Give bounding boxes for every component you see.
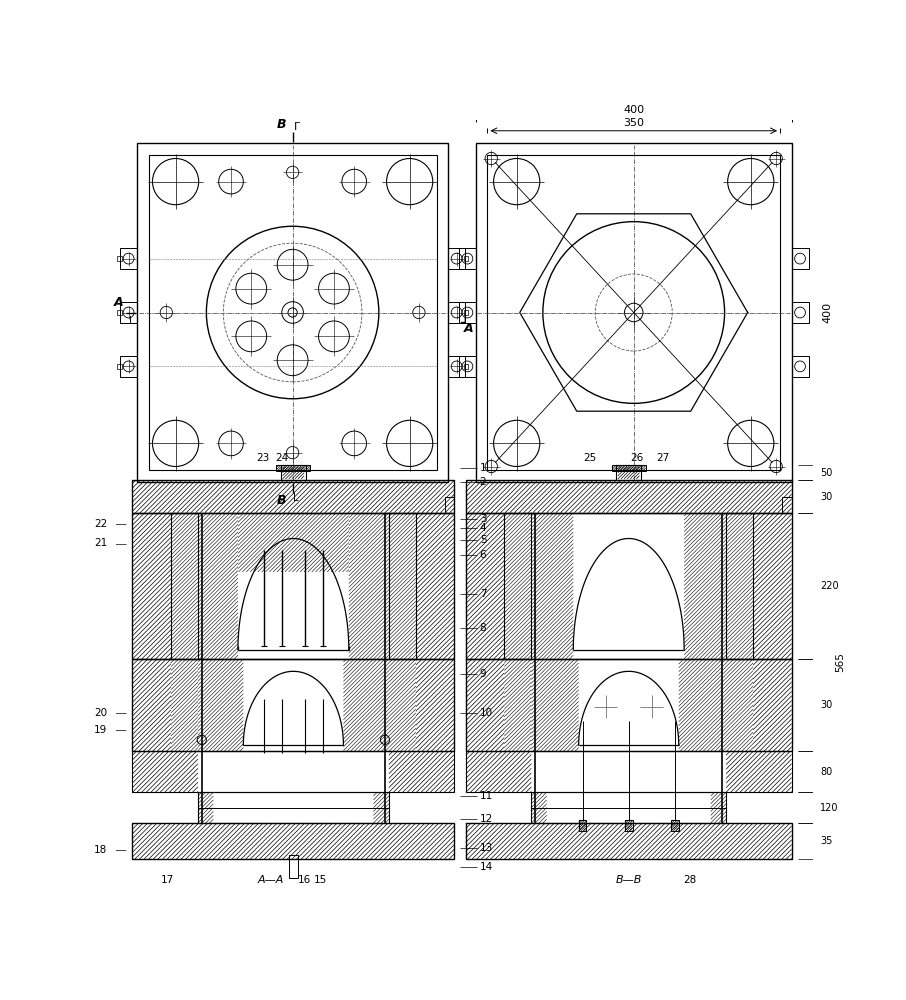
Text: 15: 15 bbox=[313, 875, 327, 885]
Bar bbox=[198, 792, 389, 823]
Bar bbox=[466, 751, 792, 792]
Bar bbox=[281, 465, 305, 480]
Text: 11: 11 bbox=[479, 791, 493, 801]
Bar bbox=[171, 513, 198, 659]
Text: 4: 4 bbox=[479, 523, 487, 533]
Text: 400: 400 bbox=[823, 302, 833, 323]
Text: 6: 6 bbox=[479, 550, 487, 560]
Text: ┘: ┘ bbox=[460, 316, 468, 330]
Bar bbox=[612, 465, 646, 471]
Text: 5: 5 bbox=[479, 535, 487, 545]
Text: 1: 1 bbox=[479, 463, 487, 473]
Bar bbox=[132, 480, 454, 513]
Text: B—B: B—B bbox=[615, 875, 642, 885]
Bar bbox=[783, 497, 792, 513]
Text: 12: 12 bbox=[479, 814, 493, 824]
Text: B: B bbox=[277, 118, 286, 131]
Bar bbox=[120, 248, 137, 269]
Bar bbox=[459, 356, 476, 377]
Bar bbox=[132, 751, 454, 792]
Text: 28: 28 bbox=[684, 875, 697, 885]
Text: 14: 14 bbox=[479, 862, 493, 872]
Bar bbox=[476, 143, 792, 482]
Text: A: A bbox=[113, 296, 123, 309]
Text: 22: 22 bbox=[94, 519, 107, 529]
Bar bbox=[445, 497, 454, 513]
Bar bbox=[132, 513, 454, 659]
Bar bbox=[487, 155, 780, 470]
Bar bbox=[466, 480, 792, 513]
Bar bbox=[531, 792, 726, 823]
Bar bbox=[276, 465, 311, 471]
Bar bbox=[466, 823, 792, 859]
Bar bbox=[448, 302, 465, 323]
Text: 120: 120 bbox=[820, 803, 839, 813]
Bar bbox=[132, 659, 454, 751]
Text: 30: 30 bbox=[820, 492, 833, 502]
Text: 21: 21 bbox=[94, 538, 107, 548]
Bar bbox=[505, 513, 531, 659]
Text: 26: 26 bbox=[630, 453, 643, 463]
Bar bbox=[616, 465, 641, 480]
Bar bbox=[448, 248, 465, 269]
Text: 9: 9 bbox=[479, 669, 487, 679]
Text: 3: 3 bbox=[479, 514, 487, 524]
Text: Γ: Γ bbox=[294, 122, 300, 132]
Text: A: A bbox=[464, 322, 473, 335]
Text: 23: 23 bbox=[256, 453, 269, 463]
Text: L: L bbox=[294, 493, 299, 503]
Text: A—A: A—A bbox=[257, 875, 284, 885]
Bar bbox=[117, 310, 121, 315]
Bar bbox=[137, 143, 448, 482]
Bar bbox=[464, 364, 468, 369]
Text: 2: 2 bbox=[479, 477, 487, 487]
Bar bbox=[671, 820, 679, 831]
Bar bbox=[389, 513, 416, 659]
Bar bbox=[132, 823, 454, 859]
Text: 13: 13 bbox=[479, 843, 493, 853]
Text: L: L bbox=[130, 316, 135, 326]
Bar bbox=[448, 356, 465, 377]
Text: 25: 25 bbox=[583, 453, 597, 463]
Text: 17: 17 bbox=[160, 875, 174, 885]
Bar bbox=[120, 356, 137, 377]
Bar bbox=[117, 256, 121, 261]
Bar bbox=[792, 248, 808, 269]
Bar bbox=[464, 310, 468, 315]
Text: 10: 10 bbox=[479, 708, 493, 718]
Text: 20: 20 bbox=[94, 708, 107, 718]
Bar bbox=[792, 356, 808, 377]
Text: 19: 19 bbox=[94, 725, 107, 735]
Bar bbox=[792, 302, 808, 323]
Text: 350: 350 bbox=[623, 118, 644, 128]
Text: 35: 35 bbox=[820, 836, 833, 846]
Text: 18: 18 bbox=[94, 845, 107, 855]
Text: 400: 400 bbox=[623, 105, 644, 115]
Bar bbox=[726, 513, 753, 659]
Text: 16: 16 bbox=[298, 875, 312, 885]
Text: 220: 220 bbox=[820, 581, 839, 591]
Text: 27: 27 bbox=[657, 453, 670, 463]
Bar bbox=[579, 820, 586, 831]
Bar bbox=[149, 155, 437, 470]
Text: 80: 80 bbox=[820, 767, 833, 777]
Bar bbox=[625, 820, 632, 831]
Bar bbox=[289, 855, 298, 878]
Bar bbox=[120, 302, 137, 323]
Bar bbox=[117, 364, 121, 369]
Bar bbox=[464, 256, 468, 261]
Text: 8: 8 bbox=[479, 623, 487, 633]
Text: 50: 50 bbox=[820, 468, 833, 478]
Text: B: B bbox=[277, 494, 286, 507]
Text: 7: 7 bbox=[479, 589, 487, 599]
Bar bbox=[466, 659, 792, 751]
Text: 30: 30 bbox=[820, 700, 833, 710]
Bar bbox=[466, 513, 792, 659]
Bar bbox=[459, 248, 476, 269]
Bar bbox=[459, 302, 476, 323]
Text: 24: 24 bbox=[275, 453, 288, 463]
Text: 565: 565 bbox=[835, 652, 845, 672]
